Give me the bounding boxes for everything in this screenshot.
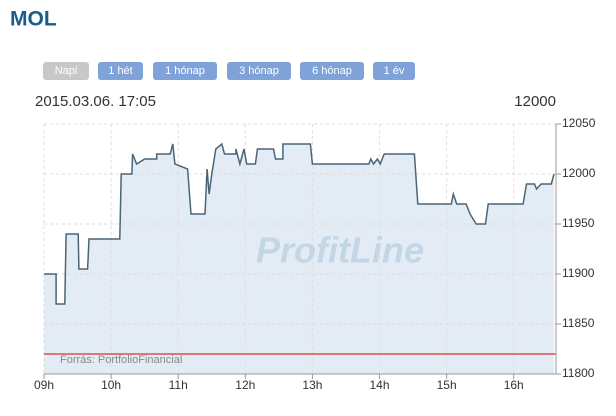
button-label: 6 hónap	[312, 65, 352, 77]
price-area	[44, 144, 554, 374]
x-tick-label: 09h	[34, 378, 54, 392]
date-label: 2015.03.06. 17:05	[35, 93, 156, 110]
price-line	[44, 142, 555, 305]
y-tick-label: 11950	[562, 216, 595, 230]
range-button[interactable]: 1 év	[373, 62, 415, 80]
y-tick-label: 11900	[562, 266, 595, 280]
button-label: 3 hónap	[239, 65, 279, 77]
button-bg	[373, 62, 415, 80]
x-tick-label: 11h	[169, 378, 188, 392]
y-tick-label: 12050	[562, 116, 596, 130]
button-bg	[98, 62, 143, 80]
x-tick-label: 16h	[504, 378, 524, 392]
watermark: ProfitLine	[256, 230, 424, 271]
x-tick-label: 12h	[235, 378, 255, 392]
page-title: MOL	[10, 8, 57, 31]
y-tick-label: 11850	[562, 316, 595, 330]
y-tick-label: 12000	[562, 166, 596, 180]
button-label: Napi	[55, 65, 78, 77]
button-label: 1 év	[384, 65, 405, 77]
x-tick-label: 13h	[302, 378, 322, 392]
y-tick-label: 11800	[562, 366, 595, 380]
range-button[interactable]: 1 hét	[98, 62, 143, 80]
source-note: Forrás: PortfolioFinancial	[60, 354, 182, 366]
button-bg	[153, 62, 217, 80]
x-tick-label: 10h	[101, 378, 121, 392]
button-bg	[300, 62, 364, 80]
range-button[interactable]: 1 hónap	[153, 62, 217, 80]
range-button[interactable]: 6 hónap	[300, 62, 364, 80]
current-value: 12000	[514, 93, 556, 110]
button-bg	[227, 62, 291, 80]
button-label: 1 hónap	[165, 65, 205, 77]
range-button[interactable]: 3 hónap	[227, 62, 291, 80]
button-label: 1 hét	[108, 65, 132, 77]
button-bg	[43, 62, 89, 80]
x-tick-label: 14h	[370, 378, 390, 392]
range-button[interactable]: Napi	[43, 62, 89, 80]
x-tick-label: 15h	[437, 378, 457, 392]
